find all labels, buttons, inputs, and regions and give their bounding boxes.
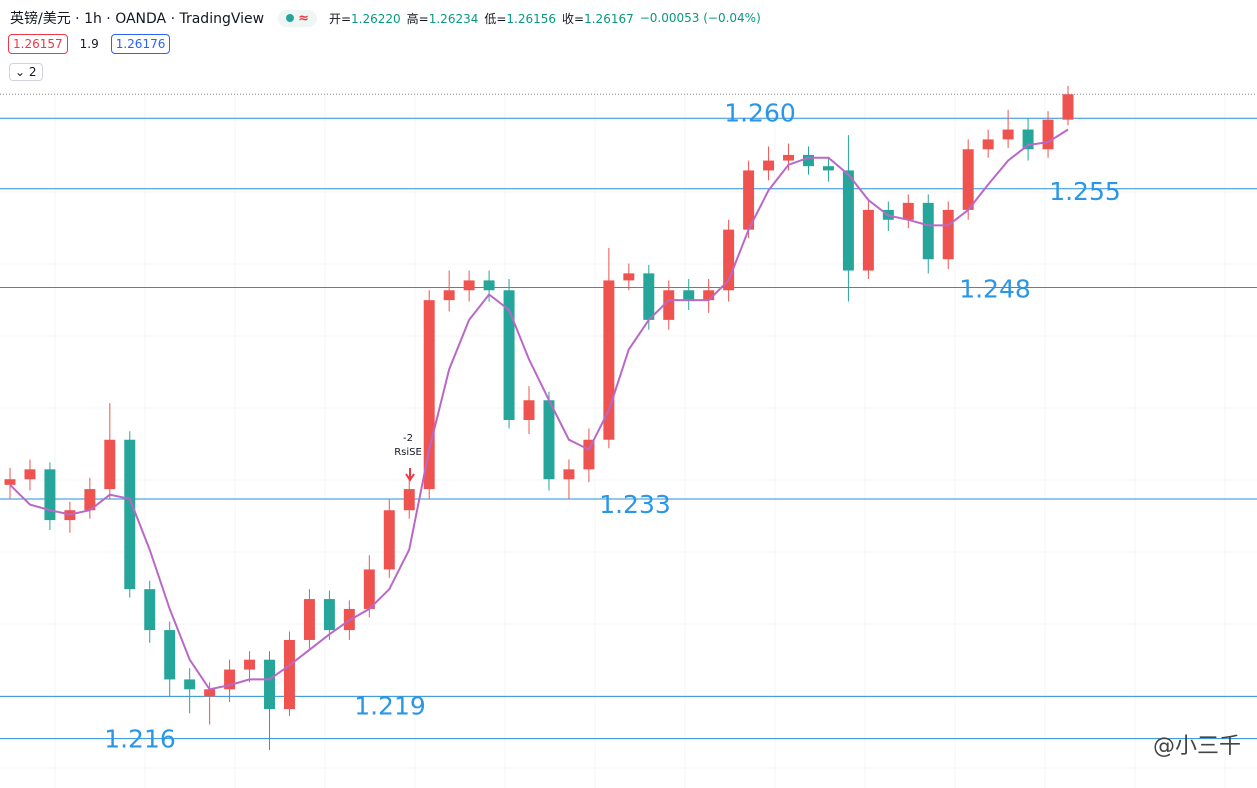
candle-body (244, 659, 256, 670)
candle-body (603, 280, 615, 440)
candle-body (862, 209, 874, 271)
indicator-count: 2 (28, 65, 37, 79)
level-label: 1.255 (1049, 177, 1121, 206)
ohlc-value: 1.26167 (584, 11, 634, 26)
symbol-header: 英镑/美元 · 1h · OANDA · TradingView ≈ 开=1.2… (10, 8, 761, 28)
candle-body (323, 599, 335, 631)
candle-body (1062, 94, 1074, 120)
candle-body (902, 202, 914, 220)
candle-body (303, 599, 315, 640)
level-label: 1.248 (959, 274, 1031, 303)
candle-body (184, 679, 196, 690)
candle-body (982, 139, 994, 150)
candle-body (543, 400, 555, 480)
change: −0.00053 (−0.04%) (639, 11, 761, 25)
level-label: 1.219 (354, 691, 426, 720)
candle-body (922, 202, 934, 260)
candle-body (842, 170, 854, 271)
level-label: 1.216 (104, 725, 176, 754)
level-label: 1.260 (724, 98, 796, 127)
symbol: 英镑/美元 · 1h · OANDA · TradingView (10, 11, 265, 27)
indicator-toggle[interactable]: ⌄ 2 (9, 63, 43, 81)
candle-body (703, 290, 715, 301)
candle-body (743, 170, 755, 230)
spread: 1.9 (79, 37, 99, 51)
candle-body (124, 439, 136, 590)
sell-price[interactable]: 1.26157 (8, 34, 68, 54)
candle-body (224, 669, 236, 690)
candle-body (583, 439, 595, 470)
moving-average (9, 128, 1069, 691)
candle-body (723, 229, 735, 291)
ohlc-value: 1.26234 (428, 11, 479, 26)
candle-body (423, 300, 435, 490)
ohlc-close: 收=1.26167 (562, 10, 634, 27)
candle-body (144, 589, 156, 631)
candle-body (383, 510, 395, 570)
candle-body (4, 479, 16, 485)
candle-body (44, 469, 56, 521)
candle-body (663, 290, 675, 320)
candle-body (403, 489, 415, 511)
candle-body (1002, 129, 1014, 140)
candle-body (822, 166, 834, 171)
signal-label: RsiSE (394, 447, 422, 458)
candle-body (1042, 119, 1054, 150)
candle-body (443, 290, 455, 301)
candle-body (204, 689, 216, 697)
candle-body (483, 280, 495, 291)
candle-body (783, 154, 795, 161)
ohlc-label: 高= (406, 11, 429, 26)
candle-body (84, 489, 96, 511)
signal-count: -2 (403, 433, 413, 444)
status-pill[interactable]: ≈ (278, 9, 317, 27)
buy-price[interactable]: 1.26176 (110, 34, 171, 54)
candle-body (264, 659, 275, 710)
candle-body (503, 290, 515, 420)
ohlc-label: 收= (562, 11, 585, 26)
candle-body (463, 280, 475, 291)
ohlc-open: 开=1.26220 (329, 10, 401, 27)
candle-body (942, 209, 954, 260)
ohlc-label: 低= (484, 11, 507, 26)
badge: ≈ (298, 10, 309, 26)
candle-body (763, 160, 775, 171)
candle-body (363, 569, 375, 609)
level-label: 1.233 (599, 490, 671, 519)
trade-row: 1.26157 1.9 1.26176 (8, 34, 171, 54)
status-dot (286, 14, 295, 22)
ohlc-value: 1.26156 (506, 11, 557, 26)
ohlc-high: 高=1.26234 (407, 10, 479, 27)
candle-body (623, 273, 635, 281)
candle-body (24, 469, 36, 480)
candle-body (962, 149, 974, 210)
ohlc-value: 1.26220 (351, 11, 401, 26)
candle-body (164, 630, 176, 680)
watermark: @小三千 (1152, 734, 1241, 759)
candle-body (104, 439, 116, 490)
candle-body (683, 290, 695, 301)
candle-body (563, 469, 575, 480)
candle-body (283, 639, 295, 710)
ohlc-label: 开= (328, 11, 352, 26)
candle-body (803, 154, 814, 167)
candle-body (643, 273, 655, 320)
signal-arrow (405, 468, 415, 482)
ohlc-low: 低=1.26156 (484, 10, 556, 27)
candle-body (523, 400, 535, 420)
candle-body (1022, 129, 1034, 150)
